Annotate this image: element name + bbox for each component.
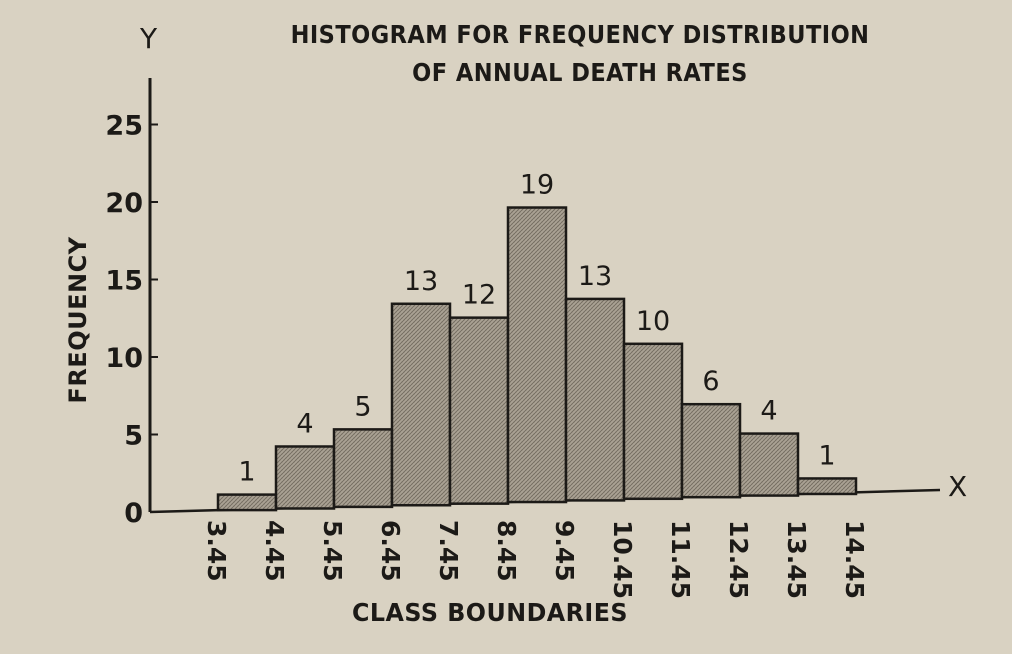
x-tick-label-10: 13.45 [782,520,811,599]
x-tick-label-0: 3.45 [202,520,231,582]
bar-3 [390,302,452,507]
x-tick-label-3: 6.45 [376,520,405,582]
x-axis-label: CLASS BOUNDARIES [352,598,628,627]
chart-title-line-2: OF ANNUAL DEATH RATES [412,58,748,87]
bar-8 [680,402,742,499]
bar-6 [564,297,626,502]
bar-label-9: 4 [760,396,777,427]
x-tick-label-7: 10.45 [608,520,637,599]
x-tick-label-9: 12.45 [724,520,753,599]
bar-label-4: 12 [462,280,496,311]
bar-4 [448,316,510,505]
y-axis-letter: Y [140,22,158,55]
y-tick-label-20: 20 [105,188,143,219]
bar-label-5: 19 [520,170,554,201]
bar-5 [506,206,568,504]
x-tick-label-4: 7.45 [434,520,463,582]
x-tick-label-1: 4.45 [260,520,289,582]
x-axis-letter: X [948,470,968,503]
x-ticks: 3.45 4.45 5.45 6.45 7.45 8.45 9.45 10.45 11.45 12… [202,520,869,599]
y-tick-label-5: 5 [124,421,143,452]
bar-9 [738,432,800,497]
y-ticks: 0 5 10 15 20 25 [105,111,158,529]
bar-label-2: 5 [354,391,371,422]
bar-label-7: 10 [636,306,670,337]
bar-label-6: 13 [578,261,612,292]
bar-0 [216,493,278,512]
bar-label-1: 4 [296,408,313,439]
x-tick-label-6: 9.45 [550,520,579,582]
y-tick-label-25: 25 [105,111,143,142]
bar-label-10: 1 [818,440,835,471]
y-tick-label-15: 15 [105,266,143,297]
bar-label-8: 6 [702,366,719,397]
chart-title-line-1: HISTOGRAM FOR FREQUENCY DISTRIBUTION [290,20,870,49]
y-tick-label-0: 0 [124,498,143,529]
bar-2 [332,428,394,509]
bar-label-3: 13 [404,266,438,297]
data-labels: 1 4 5 13 12 19 13 10 6 4 1 [238,170,835,488]
x-tick-label-2: 5.45 [318,520,347,582]
bar-10 [796,477,858,496]
x-tick-label-11: 14.45 [840,520,869,599]
bar-label-0: 1 [238,457,255,488]
bar-1 [274,445,336,510]
x-tick-label-5: 8.45 [492,520,521,582]
bar-7 [622,342,684,501]
bars [216,206,858,512]
x-tick-label-8: 11.45 [666,520,695,599]
y-tick-label-10: 10 [105,343,143,374]
